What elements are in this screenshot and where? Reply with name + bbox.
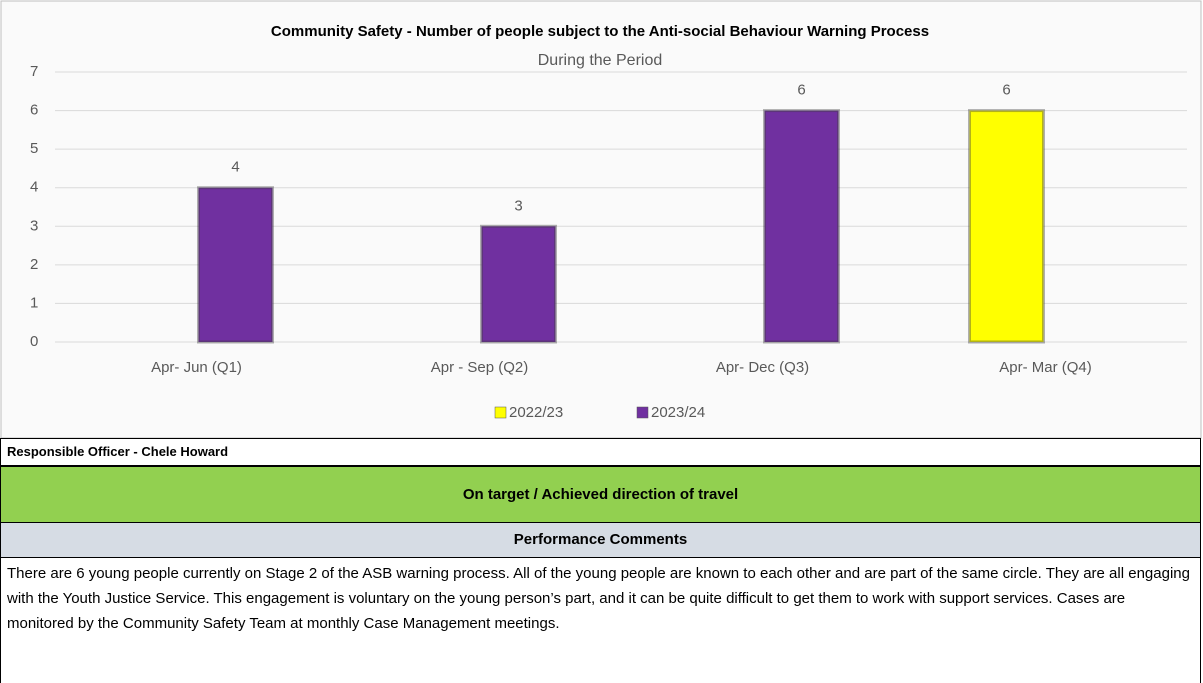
legend-label: 2022/23 <box>509 404 563 421</box>
legend-swatch <box>494 406 507 419</box>
y-tick-label: 2 <box>30 256 38 273</box>
bar <box>480 224 557 344</box>
comments-header: Performance Comments <box>0 523 1201 558</box>
y-tick-label: 0 <box>30 333 38 350</box>
status: On target / Achieved direction of travel <box>0 466 1201 523</box>
legend-swatch <box>636 406 649 419</box>
y-tick-label: 6 <box>30 102 38 119</box>
data-label: 3 <box>514 197 522 214</box>
chart-subtitle: During the Period <box>538 52 663 69</box>
x-tick-label: Apr - Sep (Q2) <box>431 359 529 376</box>
y-tick-label: 1 <box>30 294 38 311</box>
bar <box>763 109 840 344</box>
y-tick-label: 7 <box>30 63 38 80</box>
y-tick-label: 3 <box>30 217 38 234</box>
legend-label: 2023/24 <box>651 404 705 421</box>
data-label: 6 <box>1002 82 1010 99</box>
x-tick-label: Apr- Mar (Q4) <box>999 359 1092 376</box>
data-label: 6 <box>797 82 805 99</box>
officer: Responsible Officer - Chele Howard <box>0 438 1201 466</box>
bar <box>197 186 274 344</box>
x-tick-label: Apr- Jun (Q1) <box>151 359 242 376</box>
data-label: 4 <box>231 159 239 176</box>
comments: There are 6 young people currently on St… <box>0 558 1201 683</box>
y-tick-label: 4 <box>30 179 38 196</box>
y-tick-label: 5 <box>30 140 38 157</box>
chart: Community Safety - Number of people subj… <box>0 0 1202 439</box>
bar <box>968 109 1045 344</box>
x-tick-label: Apr- Dec (Q3) <box>716 359 809 376</box>
chart-title: Community Safety - Number of people subj… <box>271 23 929 40</box>
